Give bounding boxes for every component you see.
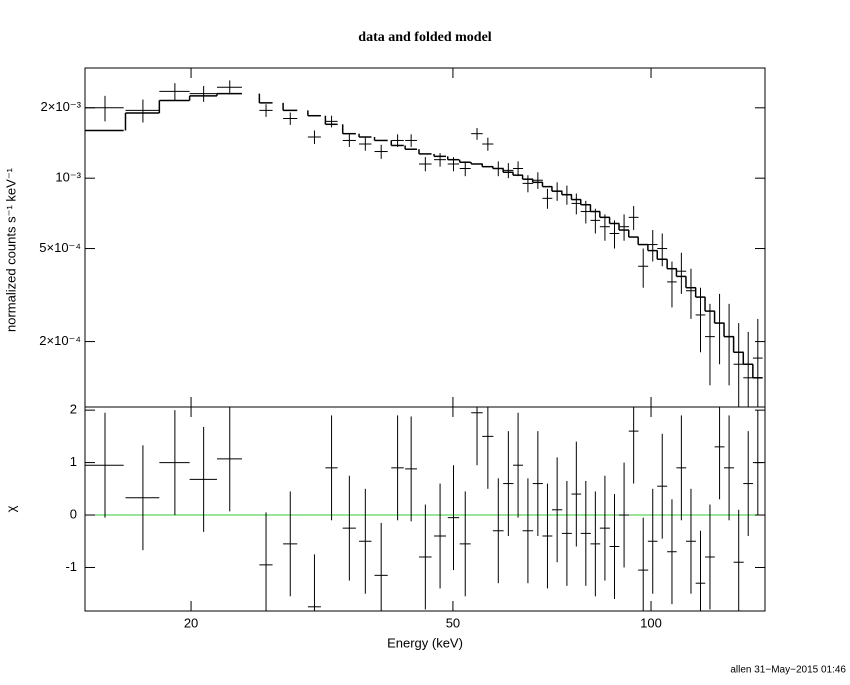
x-axis-label: Energy (keV)	[387, 635, 463, 650]
x-tick-label: 20	[184, 615, 198, 630]
y-tick-label: 2×10⁻³	[41, 99, 82, 114]
y-tick-label: 2×10⁻⁴	[39, 333, 81, 348]
y-tick-label: 5×10⁻⁴	[39, 240, 81, 255]
footer-note: allen 31−May−2015 01:46	[730, 665, 846, 676]
spectrum-panel	[85, 80, 763, 407]
residual-tick-label: -1	[65, 559, 77, 574]
x-tick-label: 50	[446, 615, 460, 630]
x-tick-label: 100	[640, 615, 662, 630]
residual-panel	[85, 407, 765, 611]
chart-title: data and folded model	[358, 30, 492, 45]
y-axis-label: normalized counts s⁻¹ keV⁻¹	[3, 167, 18, 332]
residual-axis-label: χ	[3, 505, 18, 512]
bottom-frame	[84, 406, 766, 612]
top-frame	[84, 67, 766, 408]
residual-tick-label: 2	[70, 402, 77, 417]
residual-tick-label: 1	[70, 454, 77, 469]
axes: 20 50 100 2×10⁻⁴ 5×10⁻⁴ 10⁻³ 2×10⁻³ -1 0 1 2	[39, 68, 765, 630]
y-tick-label: 10⁻³	[55, 170, 81, 185]
residual-tick-label: 0	[70, 506, 77, 521]
